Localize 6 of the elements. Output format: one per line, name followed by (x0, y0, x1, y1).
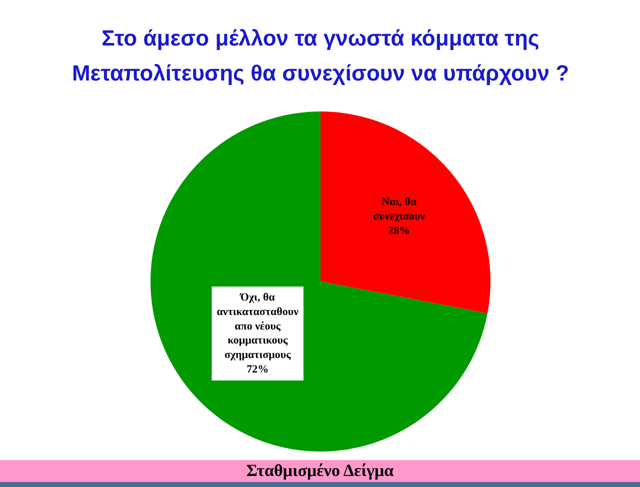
slice-label: Όχι, θα αντικατασταθουν απο νέους κομματικους σχηματισμους (216, 292, 299, 362)
data-label: 28% (388, 224, 410, 237)
slice-label: Ναι, θα συνεχισουν (373, 196, 426, 222)
chart-title: Στο άμεσο μέλλον τα γνωστά κόμματα της Μεταπολίτευσης θα συνεχίσουν να υπάρχουν ? (72, 26, 570, 86)
text: Σταθμισμένο Δείγμα (246, 460, 394, 482)
data-label: 72% (246, 364, 269, 376)
